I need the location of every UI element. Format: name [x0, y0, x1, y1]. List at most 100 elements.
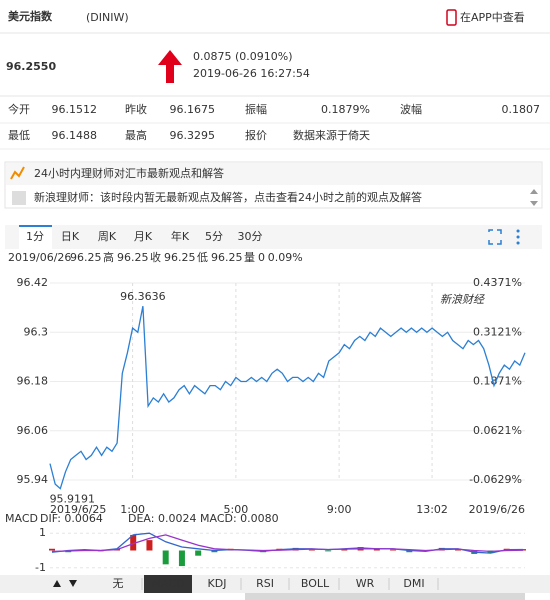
- indicator-tab[interactable]: BOLL: [301, 577, 330, 590]
- y-tick-label: 96.42: [17, 276, 49, 289]
- macd-bar: [211, 550, 218, 553]
- indicator-tab[interactable]: MACD: [152, 577, 185, 590]
- news-message[interactable]: 新浪理财师：该时段内暂无最新观点及解答，点击查看24小时之前的观点及解答: [34, 190, 422, 204]
- y2-tick-label: -0.0629%: [469, 473, 522, 486]
- y2-tick-label: 0.3121%: [473, 325, 522, 338]
- stat-label: 振幅: [245, 102, 267, 116]
- stat-value: 96.1675: [170, 103, 216, 116]
- active-tab-bg: [19, 225, 52, 249]
- zoom-buttons[interactable]: [53, 580, 77, 587]
- min-label: 95.9191: [50, 493, 96, 506]
- stat-label: 最高: [125, 128, 147, 142]
- y2-tick-label: 0.0621%: [473, 424, 522, 437]
- stat-label: 昨收: [125, 102, 147, 116]
- macd-line: [51, 534, 524, 553]
- macd-bar: [130, 534, 137, 551]
- indicator-tab[interactable]: 无: [113, 577, 124, 590]
- x-tick-label: 1:00: [120, 503, 145, 516]
- ohlc-item: 2019/06/26: [8, 251, 71, 264]
- page-title: 美元指数: [8, 9, 53, 23]
- y-tick-label: 96.3: [24, 325, 49, 338]
- macd-bar: [325, 550, 332, 552]
- ohlc-item: 96.25: [117, 251, 149, 264]
- symbol-code: (DINIW): [86, 11, 129, 24]
- macd-bar: [146, 540, 153, 551]
- period-tab[interactable]: 日K: [61, 230, 80, 243]
- fullscreen-icon[interactable]: [488, 229, 502, 245]
- stat-value: 0.1879%: [321, 103, 370, 116]
- y-tick-label: -1: [35, 561, 46, 574]
- price: 96.2550: [6, 60, 56, 73]
- indicator-bar: [0, 575, 550, 593]
- macd-line: [51, 532, 524, 554]
- stat-label: 最低: [8, 129, 30, 142]
- stat-label: 报价: [245, 128, 267, 142]
- ohlc-item: 96.25: [211, 251, 243, 264]
- active-indicator-bg: [144, 575, 192, 593]
- period-tab[interactable]: 年K: [171, 229, 190, 243]
- x-tick-label: 2019/6/26: [469, 503, 525, 516]
- x-tick-label: 13:02: [416, 503, 448, 516]
- macd-bar: [308, 549, 315, 551]
- scrollbar[interactable]: [245, 593, 525, 600]
- stat-label: 今开: [8, 102, 30, 116]
- y-tick-label: 96.06: [17, 424, 49, 437]
- x-tick-label: 5:00: [224, 503, 249, 516]
- ohlc-item: 0.09%: [268, 251, 303, 264]
- news-header-bg: [6, 163, 541, 185]
- phone-icon: [446, 9, 457, 26]
- indicator-tab[interactable]: WR: [356, 577, 375, 590]
- legend-entry: MACD: 0.0080: [200, 512, 279, 525]
- macd-bar: [162, 550, 169, 565]
- trend-icon: [10, 166, 25, 180]
- period-tab[interactable]: 30分: [238, 230, 263, 243]
- y-tick-label: 96.18: [17, 375, 49, 388]
- ohlc-item: 0: [258, 251, 265, 264]
- macd-bar: [49, 548, 55, 551]
- news-headline[interactable]: 24小时内理财师对汇市最新观点和解答: [34, 166, 224, 180]
- period-tab[interactable]: 周K: [98, 230, 117, 243]
- price-line: [49, 305, 526, 490]
- indicator-tab[interactable]: DMI: [403, 577, 424, 590]
- scroll-arrows[interactable]: [530, 189, 538, 206]
- ohlc-item: 高: [103, 250, 114, 264]
- tab-bar: [5, 225, 542, 249]
- macd-bar: [195, 550, 202, 556]
- period-tab[interactable]: 5分: [205, 230, 223, 243]
- x-tick-label: 9:00: [327, 503, 352, 516]
- active-tab-marker: [19, 225, 52, 227]
- y2-tick-label: 0.4371%: [473, 276, 522, 289]
- watermark: 新浪财经: [440, 293, 485, 306]
- stat-value: 96.3295: [170, 129, 216, 142]
- x-tick-label: 2019/6/25: [50, 503, 106, 516]
- up-arrow: [158, 50, 182, 83]
- y-tick-label: 95.94: [17, 473, 49, 486]
- period-tab[interactable]: 月K: [134, 230, 153, 243]
- legend-entry: DIF: 0.0064: [40, 512, 103, 525]
- stat-value: 0.1807: [502, 103, 541, 116]
- ohlc-item: 96.25: [70, 251, 102, 264]
- price-change: 0.0875 (0.0910%): [193, 50, 293, 63]
- stat-value: 96.1488: [52, 129, 98, 142]
- indicator-tab[interactable]: RSI: [256, 577, 274, 590]
- macd-bar: [390, 549, 397, 551]
- macd-title: MACD: [5, 512, 38, 525]
- macd-bar: [178, 550, 185, 567]
- avatar: [12, 191, 26, 205]
- stat-label: 波幅: [400, 103, 422, 116]
- ohlc-item: 收: [150, 250, 161, 264]
- legend-entry: DEA: 0.0024: [128, 512, 196, 525]
- y2-tick-label: 0.1871%: [473, 375, 522, 388]
- ohlc-item: 低: [197, 251, 208, 264]
- stat-value: 数据来源于倚天: [293, 128, 370, 142]
- macd-bar: [406, 550, 413, 553]
- max-label: 96.3636: [120, 290, 166, 303]
- indicator-tab[interactable]: KDJ: [208, 577, 227, 590]
- macd-bar: [373, 548, 380, 551]
- app-link[interactable]: 在APP中查看: [460, 10, 525, 24]
- y-tick-label: 1: [39, 526, 46, 539]
- quote-time: 2019-06-26 16:27:54: [193, 67, 310, 80]
- period-tab[interactable]: 1分: [26, 230, 44, 243]
